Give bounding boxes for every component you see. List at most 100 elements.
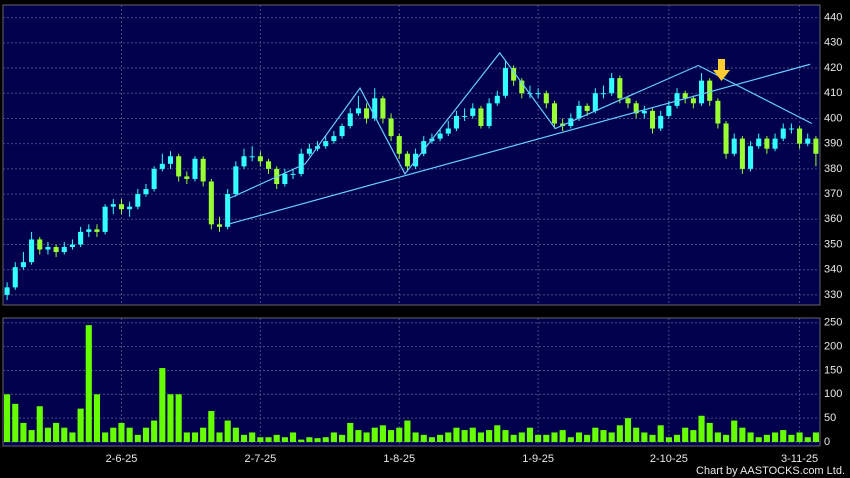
candle-body <box>53 247 59 253</box>
y-tick-label: 100 <box>824 388 842 400</box>
candle-body <box>290 173 296 175</box>
candle-body <box>216 224 223 227</box>
candle-body <box>658 115 664 129</box>
x-tick-label: 1-8-25 <box>383 453 415 465</box>
volume-bar <box>559 430 566 442</box>
volume-panel <box>2 317 821 447</box>
candle-body <box>609 78 615 94</box>
candle-body <box>470 108 476 116</box>
candle-body <box>127 206 133 210</box>
candle-body <box>159 163 165 169</box>
candle-body <box>347 113 353 127</box>
volume-bar <box>772 432 779 442</box>
volume-bar <box>110 427 117 442</box>
volume-bar <box>224 420 231 442</box>
volume-bar <box>61 427 68 442</box>
candle-body <box>453 115 459 129</box>
volume-bar <box>469 427 476 442</box>
candle-body <box>600 93 607 95</box>
candle-body <box>167 156 174 164</box>
candle-body <box>306 148 312 154</box>
candle-body <box>723 123 729 154</box>
volume-bar <box>502 430 509 442</box>
volume-bar <box>698 415 705 442</box>
candle-body <box>788 128 794 130</box>
candle-body <box>355 108 361 114</box>
volume-bar <box>134 434 141 442</box>
x-tick-label: 3-11-25 <box>781 453 818 465</box>
candle-body <box>592 93 598 111</box>
candle-body <box>225 194 231 227</box>
candle-body <box>535 93 541 95</box>
volume-bar <box>298 439 305 442</box>
candle-body <box>756 138 762 147</box>
candle-body <box>29 239 35 263</box>
candle-body <box>86 229 92 232</box>
candle-body <box>641 110 647 114</box>
y-tick-label: 50 <box>824 412 836 424</box>
volume-bar <box>93 394 101 442</box>
candle-body <box>666 105 672 116</box>
volume-bar <box>755 437 762 442</box>
candle-body <box>323 141 329 147</box>
y-tick-label: 430 <box>824 37 842 49</box>
volume-bar <box>600 430 607 442</box>
candle-body <box>682 93 688 99</box>
candle-body <box>731 138 737 154</box>
volume-bar <box>657 425 664 442</box>
volume-bar <box>731 420 738 442</box>
volume-bar <box>567 437 574 442</box>
volume-bar <box>690 430 697 442</box>
candle-body <box>805 138 811 144</box>
price-panel <box>2 4 821 306</box>
candle-body <box>813 138 819 154</box>
volume-bar <box>763 434 770 442</box>
volume-bar <box>191 432 199 442</box>
candle-body <box>45 247 51 250</box>
volume-bar <box>788 434 795 442</box>
candle-body <box>257 156 263 162</box>
y-tick-label: 410 <box>824 87 842 99</box>
candle-body <box>649 110 656 129</box>
candle-body <box>699 80 705 104</box>
candle-body <box>37 239 43 250</box>
volume-bar <box>804 437 811 442</box>
candle-body <box>584 105 590 111</box>
volume-bar <box>584 434 591 442</box>
candle-body <box>331 136 337 142</box>
volume-bar <box>812 432 819 442</box>
candle-body <box>780 128 786 139</box>
y-tick-label: 200 <box>824 341 842 353</box>
volume-bar <box>714 432 721 442</box>
volume-bar <box>477 432 485 442</box>
volume-bar <box>85 325 92 442</box>
candle-body <box>110 204 116 207</box>
candle-body <box>421 141 427 154</box>
candle-body <box>364 108 370 119</box>
volume-bar <box>69 432 76 442</box>
candle-body <box>633 103 639 114</box>
volume-bar <box>633 427 640 442</box>
candle-body <box>707 80 713 101</box>
volume-bar <box>616 425 623 442</box>
volume-bar <box>126 427 133 442</box>
arrow-head <box>713 70 730 81</box>
y-tick-label: 350 <box>824 238 842 250</box>
candle-body <box>12 267 18 288</box>
volume-bar <box>36 406 43 442</box>
candle-body <box>380 98 386 119</box>
volume-bar <box>739 427 746 442</box>
y-tick-label: 0 <box>824 436 830 448</box>
candle-body <box>511 68 517 81</box>
volume-bar <box>240 434 248 442</box>
volume-bar <box>486 430 493 442</box>
candle-body <box>200 158 206 182</box>
candle-body <box>265 161 272 169</box>
volume-bar <box>673 434 681 442</box>
candle-body <box>519 80 525 94</box>
volume-bar <box>363 432 370 442</box>
volume-bar <box>208 411 215 442</box>
candle-body <box>576 105 582 119</box>
y-tick-label: 390 <box>824 138 842 150</box>
volume-bar <box>159 368 166 442</box>
